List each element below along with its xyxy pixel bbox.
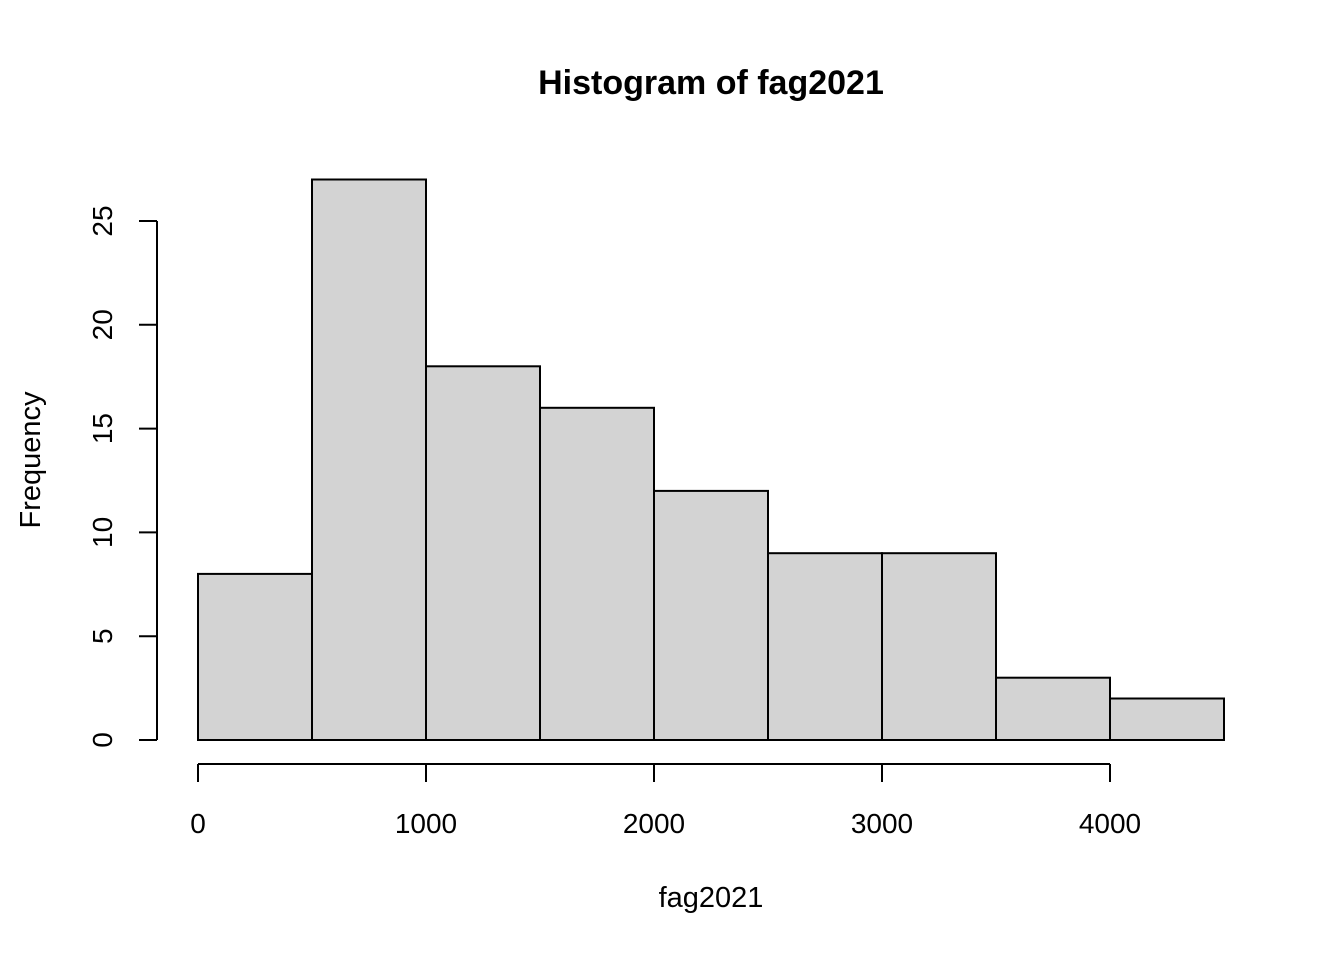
histogram-bar — [995, 676, 1111, 742]
y-tick-label: 5 — [87, 628, 118, 644]
histogram-bar — [539, 406, 655, 741]
histogram-bar — [425, 365, 541, 741]
y-axis-title: Frequency — [15, 391, 47, 529]
histogram-bar — [197, 572, 313, 742]
y-tick-label: 15 — [87, 413, 118, 444]
x-tick-label: 3000 — [851, 808, 913, 839]
x-axis-title: fag2021 — [659, 882, 764, 914]
x-tick-label: 1000 — [395, 808, 457, 839]
histogram-bar — [767, 552, 883, 742]
x-tick-label: 4000 — [1079, 808, 1141, 839]
x-axis: 0 1000 2000 3000 4000 — [190, 763, 1141, 839]
y-axis: 0 5 10 15 20 25 — [87, 205, 158, 748]
x-tick-label: 2000 — [623, 808, 685, 839]
y-tick-label: 0 — [87, 732, 118, 748]
histogram-bar — [1109, 697, 1225, 741]
bars-group — [197, 178, 1225, 742]
chart-title: Histogram of fag2021 — [538, 64, 884, 102]
y-tick-label: 25 — [87, 205, 118, 236]
histogram-bar — [881, 552, 997, 742]
y-tick-label: 20 — [87, 309, 118, 340]
histogram-bar — [311, 178, 427, 741]
x-tick-label: 0 — [190, 808, 206, 839]
histogram-bar — [653, 489, 769, 741]
y-tick-label: 10 — [87, 517, 118, 548]
